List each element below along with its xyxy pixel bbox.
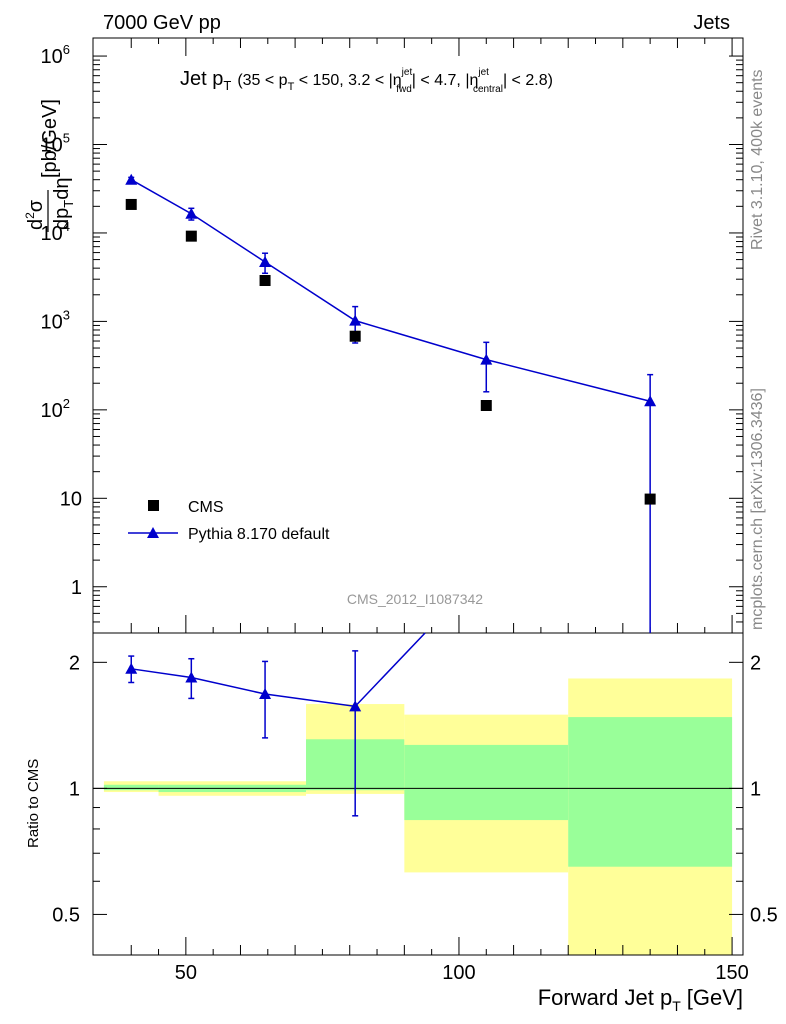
legend-pythia-label: Pythia 8.170 default [188, 526, 330, 543]
ratio-band-green [568, 717, 733, 867]
ratio-pythia-line [131, 632, 426, 708]
x-tick-label: 100 [442, 962, 475, 984]
cms-point [259, 275, 271, 287]
pythia-point [125, 173, 138, 185]
ratio-y-tick-label-right: 2 [750, 652, 761, 674]
cms-point [185, 230, 197, 242]
upper-y-axis-label: d2σ dpTdη [pb/GeV] [23, 99, 76, 232]
pythia-point [480, 353, 493, 365]
legend-cms-label: CMS [188, 499, 224, 516]
x-tick-label: 50 [175, 962, 197, 984]
svg-text:[pb/GeV]: [pb/GeV] [39, 99, 61, 178]
pythia-point [644, 395, 657, 407]
header-energy: 7000 GeV pp [103, 12, 221, 34]
legend-cms-marker [148, 500, 159, 511]
upper-y-tick-label: 103 [41, 307, 70, 333]
side-mcplots-label: mcplots.cern.ch [arXiv:1306.3436] [749, 388, 766, 630]
svg-text:dpTdη: dpTdη [51, 178, 76, 230]
ratio-y-tick-label: 2 [69, 652, 80, 674]
upper-y-tick-label: 1 [71, 577, 82, 599]
cms-point [480, 399, 492, 411]
ratio-band-green [404, 744, 569, 821]
ratio-band-green [103, 784, 159, 791]
ratio-y-ticks: 0.5 0.5 1 1 2 2 [52, 652, 778, 956]
ratio-pythia-point [185, 671, 198, 683]
ratio-uncertainty-bands [103, 678, 733, 955]
ratio-pythia-point [125, 662, 138, 674]
pythia-line [130, 179, 651, 403]
x-axis-label: Forward Jet pT [GeV] [538, 985, 743, 1014]
upper-y-tick-label: 106 [41, 42, 70, 68]
ratio-y-tick-label: 1 [69, 778, 80, 800]
pythia-point [259, 255, 272, 267]
upper-frame [92, 37, 744, 634]
pythia-point [185, 207, 198, 219]
legend: CMS Pythia 8.170 default [128, 499, 330, 543]
ratio-y-tick-label-right: 0.5 [750, 904, 778, 926]
upper-y-tick-label: 102 [41, 396, 70, 422]
plot-title: Jet pT (35 < pT < 150, 3.2 < |ηjet fwd| < … [180, 67, 553, 95]
ratio-y-tick-label: 0.5 [52, 904, 80, 926]
ratio-data-layer [125, 632, 426, 817]
cms-point [125, 198, 137, 210]
ratio-frame [92, 632, 744, 956]
side-rivet-label: Rivet 3.1.10, 400k events [749, 69, 766, 250]
x-tick-label: 150 [715, 962, 748, 984]
pythia-point [349, 314, 362, 326]
upper-data-layer [125, 173, 657, 633]
ratio-y-tick-label-right: 1 [750, 778, 761, 800]
header-process: Jets [693, 12, 730, 34]
svg-text:d2σ: d2σ [23, 199, 47, 230]
cms-point [349, 330, 361, 342]
ratio-y-axis-label: Ratio to CMS [25, 759, 42, 848]
legend-pythia-marker [147, 527, 159, 538]
ratio-pythia-point [259, 688, 272, 700]
upper-y-tick-label: 10 [60, 488, 82, 510]
analysis-watermark: CMS_2012_I1087342 [347, 591, 483, 607]
ratio-pythia-point [349, 700, 362, 712]
cms-point [644, 493, 656, 505]
